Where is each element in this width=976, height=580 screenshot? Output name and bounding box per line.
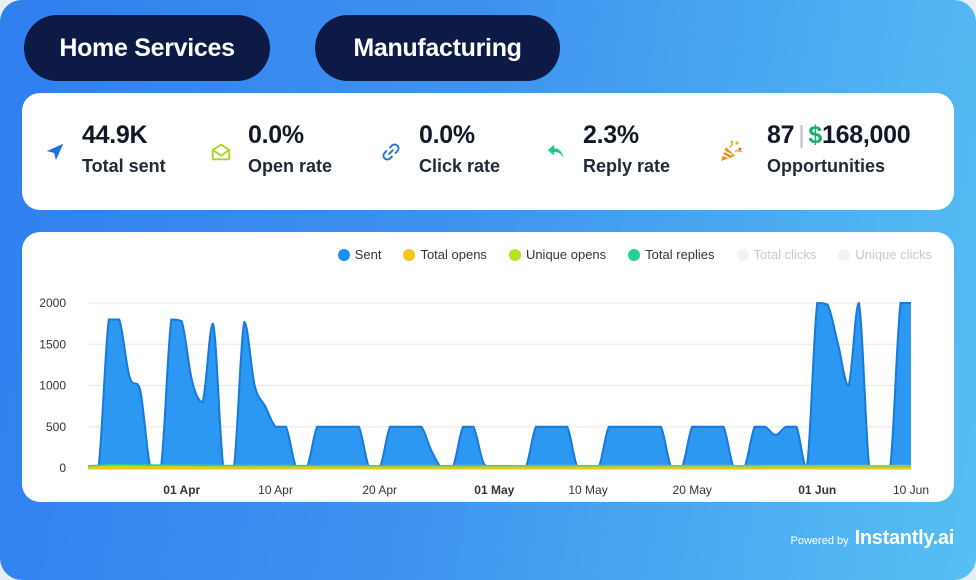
series-total-replies-line (87, 463, 912, 468)
x-tick-label: 01 Apr (163, 483, 200, 497)
legend-total-opens[interactable]: Total opens (403, 247, 487, 262)
reply-rate-value: 2.3% (583, 121, 639, 149)
y-tick-label: 2000 (39, 296, 66, 310)
legend-unique-clicks[interactable]: Unique clicks (838, 247, 932, 262)
legend-dot-sent (337, 248, 350, 261)
total-sent-label: Total sent (82, 156, 166, 176)
x-tick-label: 01 Jun (798, 483, 836, 497)
x-tick-label: 10 May (568, 483, 607, 497)
x-tick-label: 10 Jun (893, 483, 929, 497)
powered-by: Powered by Instantly.ai (790, 527, 955, 550)
legend-label-sent: Sent (354, 247, 382, 262)
total-sent-value: 44.9K (82, 121, 148, 149)
stat-click-rate: 0.0% Click rate (419, 121, 500, 177)
tab-manufacturing[interactable]: Manufacturing (315, 15, 560, 81)
brand-logo: Instantly.ai (854, 527, 955, 549)
opportunities-label: Opportunities (767, 156, 885, 176)
x-tick-label: 10 Apr (258, 483, 293, 497)
stat-reply-rate: 2.3% Reply rate (583, 121, 670, 177)
click-rate-label: Click rate (419, 156, 501, 176)
open-rate-label: Open rate (248, 156, 333, 176)
stat-open-rate: 0.0% Open rate (248, 121, 332, 177)
legend-sent[interactable]: Sent (337, 247, 382, 262)
stat-opportunities: 87 | $168,000 Opportunities (767, 121, 911, 177)
legend-total-clicks[interactable]: Total clicks (736, 247, 817, 262)
legend-dot-total-opens (403, 248, 416, 261)
click-rate-value: 0.0% (419, 121, 475, 149)
y-tick-label: 1000 (39, 379, 66, 393)
opportunities-value: 87 | $168,000 (767, 121, 911, 150)
legend-dot-total-replies (628, 248, 641, 261)
stats-card: 44.9K Total sent 0.0% Open rate 0.0% Cli… (22, 93, 954, 210)
opportunities-count: 87 (767, 121, 795, 149)
legend-unique-opens[interactable]: Unique opens (508, 247, 607, 262)
reply-rate-label: Reply rate (583, 156, 671, 176)
opportunities-separator: | (798, 121, 805, 149)
chart-legend: Sent Total opens Unique opens Total repl… (337, 247, 932, 262)
legend-label-unique-opens: Unique opens (525, 247, 607, 262)
y-tick-label: 0 (59, 461, 66, 475)
open-rate-value: 0.0% (248, 121, 304, 149)
party-popper-icon (721, 140, 743, 161)
chart-card: Sent Total opens Unique opens Total repl… (22, 232, 954, 502)
powered-by-text: Powered by (790, 535, 849, 547)
y-tick-label: 500 (46, 420, 66, 434)
tab-home-services[interactable]: Home Services (24, 15, 270, 81)
legend-total-replies[interactable]: Total replies (628, 247, 715, 262)
legend-label-total-clicks: Total clicks (753, 247, 817, 262)
envelope-open-icon (211, 143, 231, 161)
send-icon (46, 143, 64, 161)
y-tick-label: 1500 (39, 337, 66, 351)
line-chart: 0 500 1000 1500 2000 01 Apr 10 Apr 20 Apr 01 May… (39, 296, 929, 497)
opportunities-amount: 168,000 (822, 121, 911, 149)
legend-dot-unique-opens (508, 248, 521, 261)
x-tick-label: 01 May (474, 483, 514, 497)
currency-symbol: $ (808, 121, 823, 149)
legend-dot-total-clicks (736, 248, 749, 261)
legend-label-unique-clicks: Unique clicks (855, 247, 932, 262)
stat-total-sent: 44.9K Total sent (82, 121, 166, 177)
x-tick-label: 20 May (673, 483, 712, 497)
legend-dot-unique-clicks (838, 248, 851, 261)
legend-label-total-opens: Total opens (420, 247, 487, 262)
x-tick-label: 20 Apr (362, 483, 397, 497)
link-icon (382, 143, 400, 161)
reply-icon (547, 144, 564, 159)
legend-label-total-replies: Total replies (645, 247, 715, 262)
